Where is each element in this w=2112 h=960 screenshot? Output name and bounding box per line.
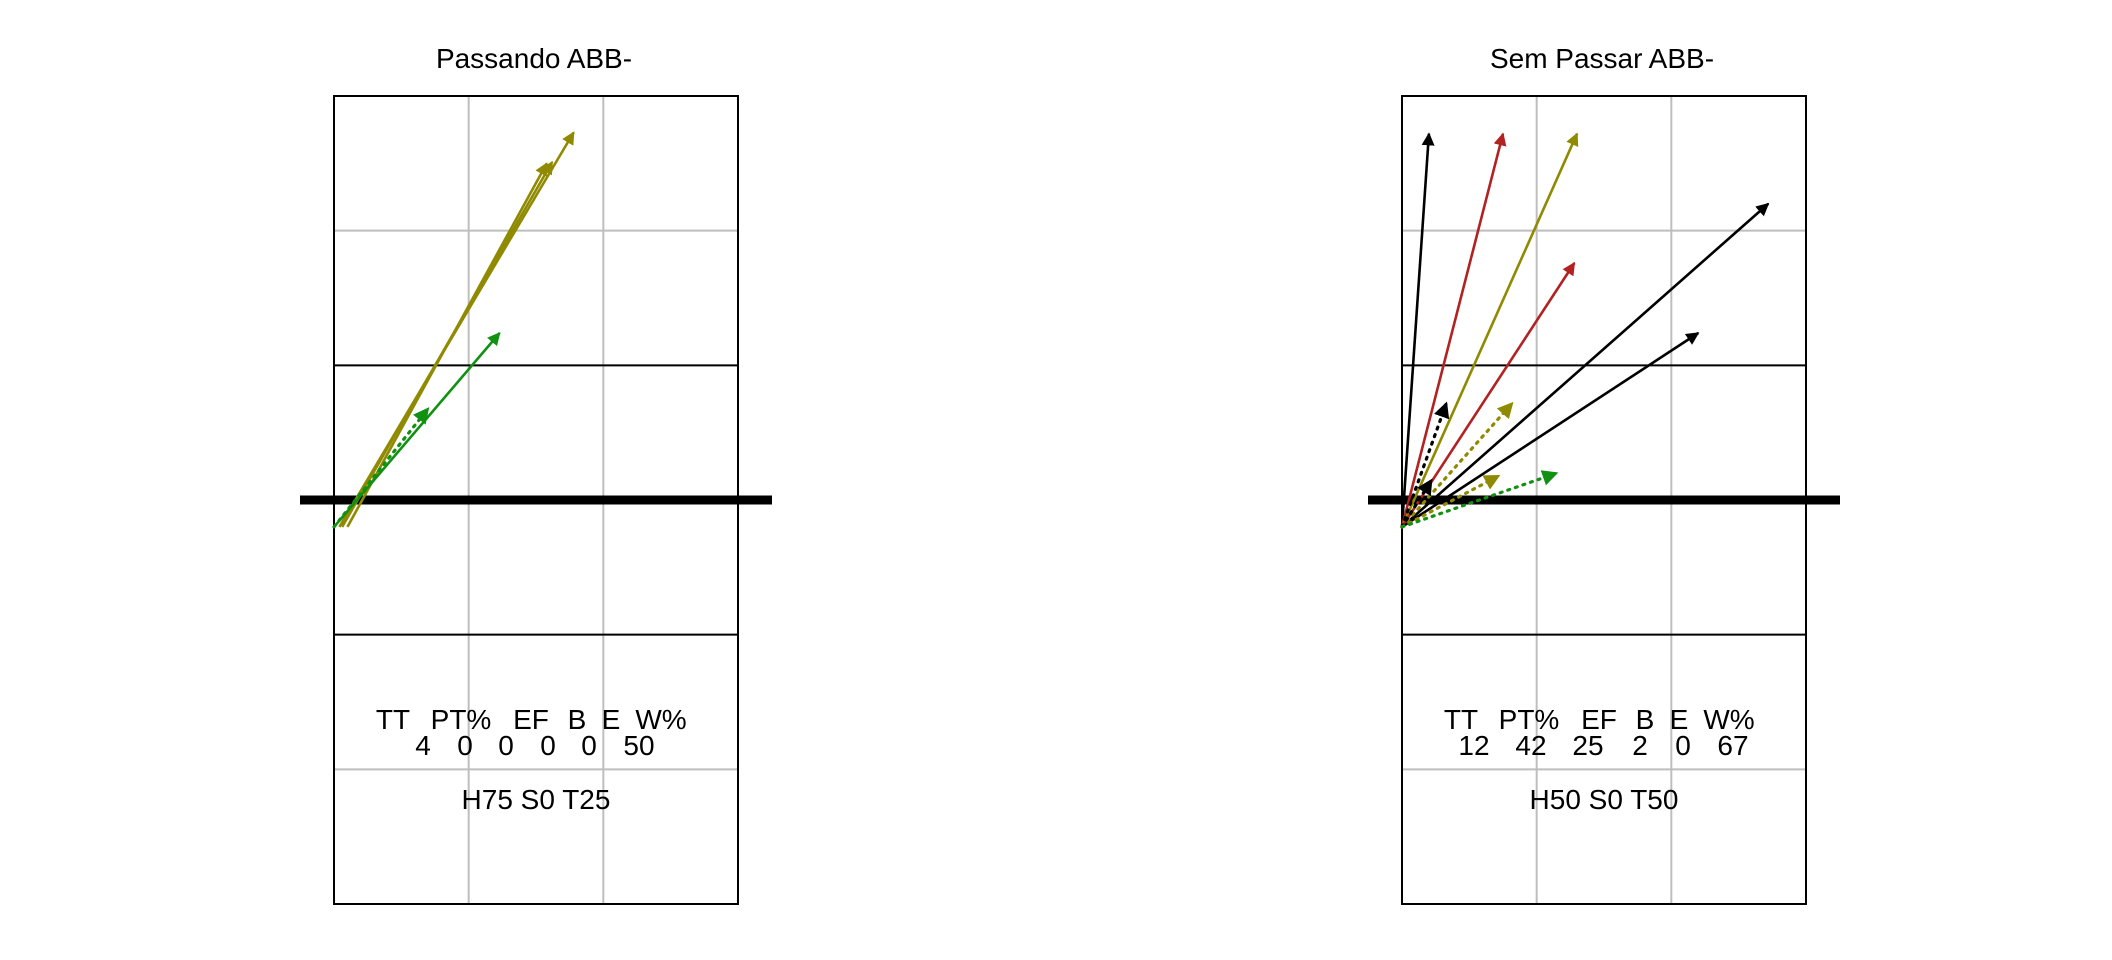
stat-value-b: 2	[1632, 730, 1648, 761]
panel-title: Sem Passar ABB-	[1490, 43, 1714, 74]
stat-header-tt: TT	[1444, 704, 1478, 735]
stat-value-w: 50	[623, 730, 654, 761]
arrow-black-solid	[1400, 132, 1435, 528]
stats-headers: TT PT% EF B E W%	[1444, 704, 1755, 735]
summary-text: H50 S0 T50	[1530, 784, 1679, 815]
court	[300, 95, 772, 905]
stat-header-w: W%	[635, 704, 686, 735]
arrow-black-solid	[1401, 202, 1770, 528]
arrow-black-dotted	[1400, 401, 1450, 529]
stat-value-ef: 0	[498, 730, 514, 761]
arrow-olive-dotted	[1400, 474, 1501, 529]
stat-header-e: E	[1670, 704, 1689, 735]
panel-title: Passando ABB-	[436, 43, 632, 74]
stats-headers: TT PT% EF B E W%	[376, 704, 687, 735]
stat-header-ef: EF	[1581, 704, 1617, 735]
panel-passando: Passando ABB- TT PT% EF B E W% 4 0 0 0 0…	[300, 43, 772, 905]
stat-header-ef: EF	[513, 704, 549, 735]
stat-value-tt: 4	[415, 730, 431, 761]
stats-values: 12 42 25 2 0 67	[1458, 730, 1748, 761]
stat-header-tt: TT	[376, 704, 410, 735]
court	[1368, 95, 1840, 905]
stat-header-pt: PT%	[431, 704, 492, 735]
arrow-layer	[332, 131, 575, 529]
stat-value-tt: 12	[1458, 730, 1489, 761]
stat-header-b: B	[568, 704, 587, 735]
stat-value-e: 0	[1675, 730, 1691, 761]
summary-text: H75 S0 T25	[462, 784, 611, 815]
stat-header-pt: PT%	[1499, 704, 1560, 735]
stat-value-w: 67	[1717, 730, 1748, 761]
arrow-olive-dotted	[1400, 401, 1515, 529]
arrow-layer	[1400, 132, 1770, 529]
stat-value-pt: 42	[1515, 730, 1546, 761]
arrow-black-solid	[1401, 331, 1700, 529]
stat-value-pt: 0	[457, 730, 473, 761]
arrow-black-dotted	[1400, 478, 1434, 529]
stat-value-ef: 25	[1572, 730, 1603, 761]
stat-value-e: 0	[581, 730, 597, 761]
stat-header-w: W%	[1703, 704, 1754, 735]
arrow-olive-solid	[340, 160, 554, 528]
stat-value-b: 0	[540, 730, 556, 761]
arrow-green-dotted	[332, 406, 430, 529]
arrow-green-dotted	[1400, 470, 1559, 529]
stat-header-e: E	[602, 704, 621, 735]
stats-values: 4 0 0 0 0 50	[415, 730, 654, 761]
arrow-firebrick-solid	[1400, 132, 1507, 528]
arrow-olive-solid	[1400, 132, 1579, 528]
panel-sem-passar: Sem Passar ABB- TT PT% EF B E W% 12 42 2…	[1368, 43, 1840, 905]
stat-header-b: B	[1636, 704, 1655, 735]
